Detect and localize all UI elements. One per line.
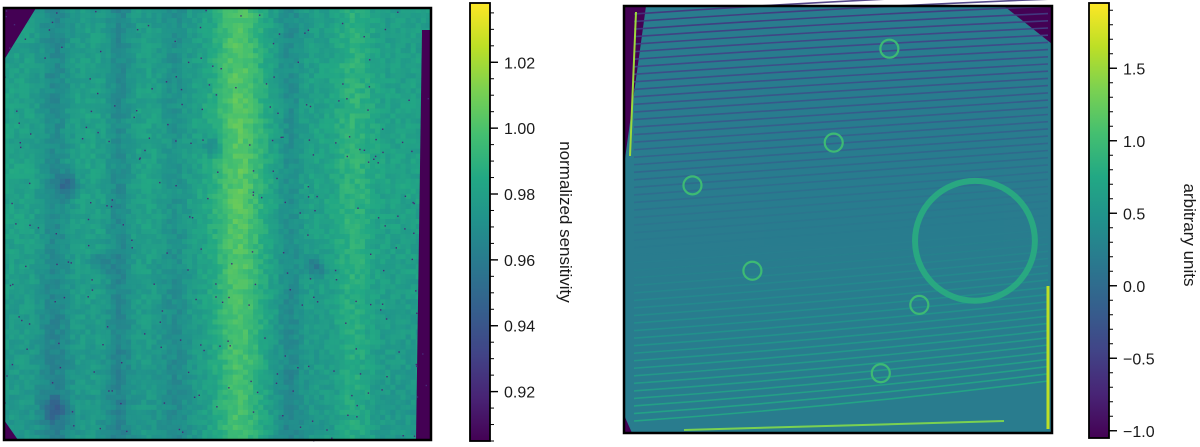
arbitrary-units-colorbar-label: arbitrary units — [1180, 184, 1199, 287]
sensitivity-heatmap-image — [4, 8, 432, 442]
sensitivity-tick-label: 1.02 — [504, 55, 535, 72]
arbitrary-units-colorbar: −1.0 −0.5 0.0 0.5 1.0 1.5 arbitrary units — [1088, 2, 1199, 441]
sensitivity-tick-label: 0.92 — [504, 385, 535, 402]
sensitivity-map-frame — [2, 6, 433, 442]
sensitivity-tick-label: 0.96 — [504, 253, 535, 270]
sensitivity-colorbar-frame — [469, 2, 491, 442]
sensitivity-colorbar-label: normalized sensitivity — [556, 141, 575, 303]
arbitrary-units-colorbar-gradient — [1089, 3, 1109, 438]
sensitivity-colorbar: 0.92 0.94 0.96 0.98 1.00 1.02 normalized sens… — [469, 2, 575, 442]
arbitrary-units-tick-label: 0.5 — [1123, 206, 1145, 223]
sensitivity-tick-label: 1.00 — [504, 121, 535, 138]
sensitivity-tick-label: 0.98 — [504, 187, 535, 204]
sensitivity-map-panel — [2, 6, 433, 442]
arbitrary-units-frame — [622, 4, 1054, 435]
sensitivity-tick-label: 0.94 — [504, 319, 535, 336]
arbitrary-units-tick-label: −0.5 — [1123, 351, 1155, 368]
arbitrary-units-heatmap-image — [624, 0, 1052, 433]
arbitrary-units-tick-label: 1.5 — [1123, 61, 1145, 78]
sensitivity-colorbar-gradient — [470, 3, 490, 441]
arbitrary-units-tick-label: 1.0 — [1123, 134, 1145, 151]
arbitrary-units-panel — [622, 0, 1054, 435]
arbitrary-units-tick-label: −1.0 — [1123, 424, 1155, 441]
arbitrary-units-tick-label: 0.0 — [1123, 279, 1145, 296]
arbitrary-units-colorbar-frame — [1088, 2, 1110, 439]
